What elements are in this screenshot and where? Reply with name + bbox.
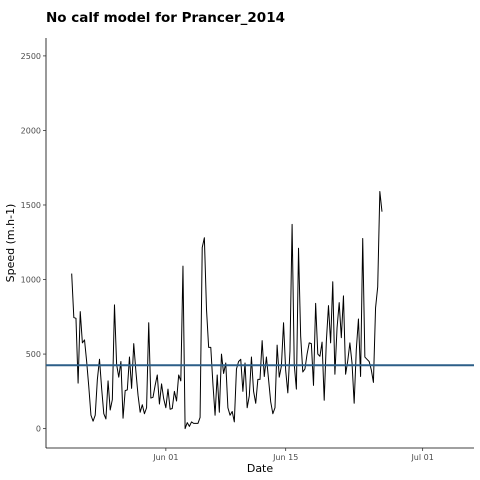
x-axis-title: Date	[247, 462, 274, 475]
x-tick-label: Jun 15	[272, 453, 298, 462]
y-tick-label: 500	[26, 350, 41, 359]
y-tick-label: 0	[36, 425, 41, 434]
x-ticks: Jun 01 Jun 15 Jul 01	[152, 448, 434, 462]
series-line-0	[71, 191, 383, 430]
y-tick-label: 1000	[21, 276, 41, 285]
y-ticks: 0 500 1000 1500 2000 2500	[21, 52, 46, 434]
y-tick-label: 2500	[21, 52, 41, 61]
series-layer	[71, 191, 383, 430]
y-tick-label: 1500	[21, 201, 41, 210]
x-tick-label: Jul 01	[410, 453, 433, 462]
y-axis-title: Speed (m.h-1)	[4, 204, 17, 283]
x-tick-label: Jun 01	[152, 453, 178, 462]
y-tick-label: 2000	[21, 126, 41, 135]
axes	[45, 38, 474, 449]
chart-title: No calf model for Prancer_2014	[46, 10, 285, 26]
